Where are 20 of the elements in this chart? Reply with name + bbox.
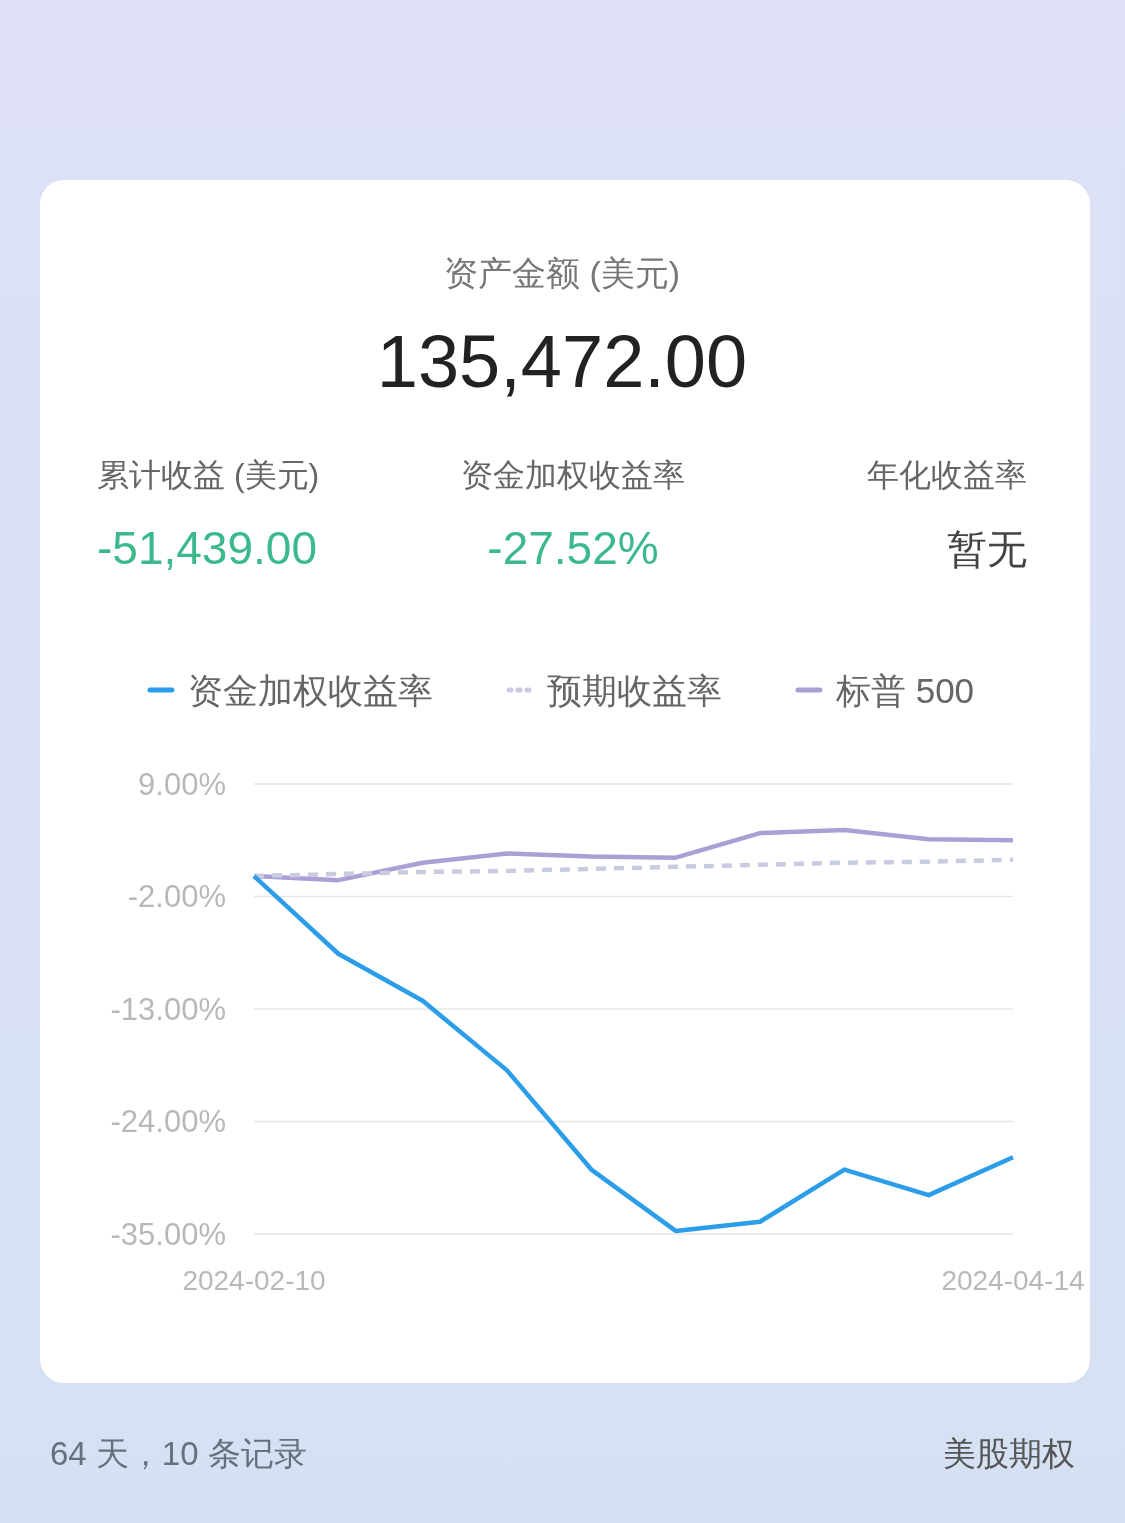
text: -27.52% [487,521,659,577]
x-tick-label: 2024-02-10 [182,1264,326,1296]
x-tick-label: 2024-04-14 [941,1264,1085,1296]
text: 资金加权收益率 [461,455,685,495]
y-tick-label: -13.00% [110,991,226,1027]
text: 美股期权 [943,1434,1075,1472]
legend-label: 标普 500 [834,670,975,710]
y-tick-label: 9.00% [138,766,226,802]
text: 累计收益 (美元) [97,455,320,495]
y-tick-label: -2.00% [127,879,226,914]
text: 64 天，10 条记录 [50,1434,307,1472]
y-tick-label: -35.00% [110,1216,226,1252]
text: -51,439.00 [97,521,317,577]
text: 资产金额 (美元) [443,252,681,294]
text: 135,472.00 [376,318,748,405]
y-tick-label: -24.00% [110,1104,226,1139]
legend-label: 预期收益率 [546,670,722,710]
text: 暂无 [947,526,1027,573]
text: 年化收益率 [867,455,1027,495]
legend-label: 资金加权收益率 [187,670,433,710]
